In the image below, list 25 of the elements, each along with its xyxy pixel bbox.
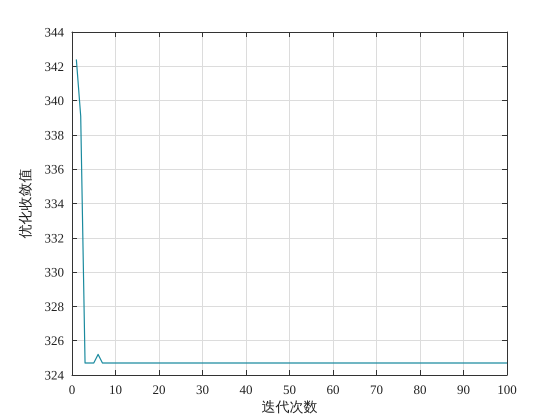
x-tick-label: 20 [152,382,166,397]
x-tick-label: 80 [414,382,426,397]
y-tick-label: 324 [44,368,64,382]
y-tick-label: 334 [44,196,64,211]
x-tick-label: 30 [196,382,209,397]
x-tick-label: 40 [240,382,252,397]
x-tick-label: 100 [497,382,517,397]
x-axis-title: 迭代次数 [262,399,318,416]
y-tick-label: 328 [44,298,64,314]
y-tick-label: 336 [44,162,64,177]
x-tick-label: 0 [68,382,76,397]
y-axis-title: 优化收敛值 [18,168,34,238]
y-tick-label: 338 [44,127,64,142]
y-tick-label: 340 [44,93,64,108]
y-tick-label: 344 [44,24,64,40]
x-tick-label: 90 [457,382,470,397]
line-series [76,58,508,364]
y-tick-label: 342 [44,58,64,74]
x-tick-label: 70 [370,382,383,397]
y-tick-label: 330 [44,264,64,280]
x-tick-label: 10 [109,382,122,397]
x-tick-label: 50 [283,382,296,397]
y-tick-label: 332 [44,230,64,246]
x-tick-label: 60 [326,382,340,397]
y-tick-label: 326 [44,333,64,348]
